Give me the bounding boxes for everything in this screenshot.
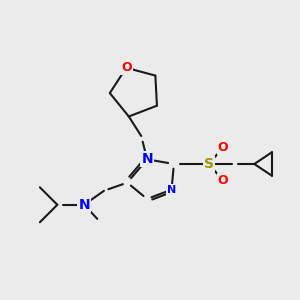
- Text: S: S: [204, 157, 214, 171]
- Text: O: O: [121, 61, 132, 74]
- Text: N: N: [78, 198, 90, 212]
- Text: N: N: [141, 152, 153, 166]
- Text: O: O: [218, 141, 228, 154]
- Text: O: O: [218, 174, 228, 187]
- Text: N: N: [167, 184, 176, 195]
